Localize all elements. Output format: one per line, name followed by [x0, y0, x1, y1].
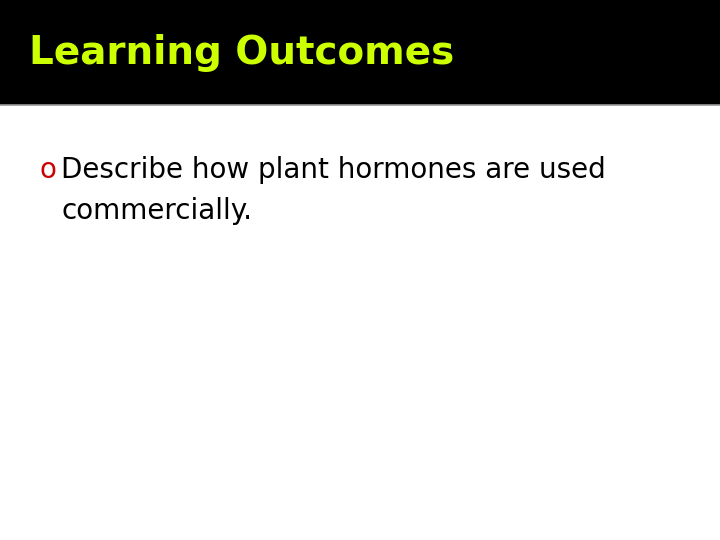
Text: commercially.: commercially. [61, 197, 252, 225]
FancyBboxPatch shape [0, 105, 720, 540]
Text: Describe how plant hormones are used: Describe how plant hormones are used [61, 156, 606, 184]
Text: o: o [40, 156, 56, 184]
FancyBboxPatch shape [0, 0, 720, 105]
Text: Learning Outcomes: Learning Outcomes [29, 33, 454, 72]
